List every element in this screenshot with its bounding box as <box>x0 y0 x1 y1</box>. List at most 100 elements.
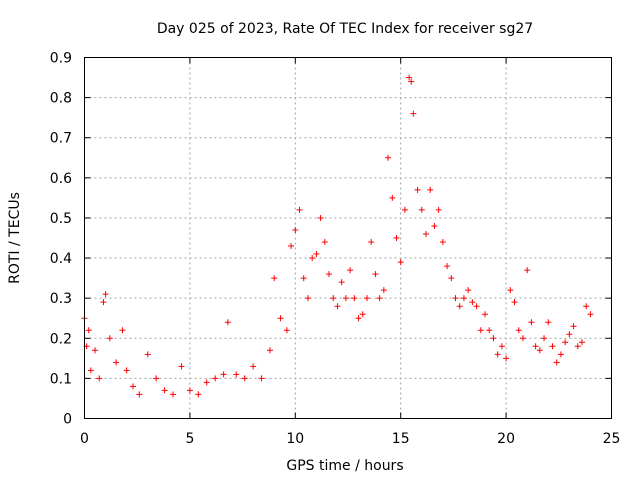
data-point <box>300 275 307 282</box>
data-point <box>326 271 333 278</box>
data-point <box>380 287 387 294</box>
data-point <box>408 78 415 85</box>
data-point <box>418 206 425 213</box>
data-point <box>448 275 455 282</box>
data-point <box>401 206 408 213</box>
data-point <box>587 311 594 318</box>
data-point <box>549 343 556 350</box>
data-point <box>100 299 107 306</box>
data-point <box>161 387 168 394</box>
data-point <box>96 375 103 382</box>
data-point <box>553 359 560 366</box>
data-point <box>195 391 202 398</box>
data-point <box>283 327 290 334</box>
data-point <box>212 375 219 382</box>
data-point <box>536 347 543 354</box>
data-point <box>456 303 463 310</box>
data-point <box>250 363 257 370</box>
axis-ticks <box>84 57 612 419</box>
data-point <box>528 319 535 326</box>
x-tick-label: 20 <box>497 431 515 447</box>
data-point <box>224 319 231 326</box>
y-tick-label: 0.3 <box>50 291 72 307</box>
data-point <box>477 327 484 334</box>
data-point <box>292 226 299 233</box>
y-tick-label: 0 <box>63 412 72 428</box>
y-axis-title: ROTI / TECUs <box>7 192 23 284</box>
data-point <box>439 239 446 246</box>
y-tick-label: 0.9 <box>50 51 72 67</box>
data-point <box>296 206 303 213</box>
data-point <box>469 299 476 306</box>
data-point <box>562 339 569 346</box>
data-point <box>486 327 493 334</box>
data-point <box>304 295 311 302</box>
x-axis-title: GPS time / hours <box>286 458 403 474</box>
data-point <box>507 287 514 294</box>
data-point <box>422 230 429 237</box>
y-tick-label: 0.6 <box>50 171 72 187</box>
x-tick-label: 25 <box>603 431 621 447</box>
data-point <box>372 271 379 278</box>
grid-lines <box>84 57 612 419</box>
data-point <box>129 383 136 390</box>
data-point <box>503 355 510 362</box>
data-point <box>321 239 328 246</box>
data-point <box>113 359 120 366</box>
y-tick-label: 0.4 <box>50 251 72 267</box>
data-point <box>233 371 240 378</box>
data-point <box>490 335 497 342</box>
data-point <box>277 315 284 322</box>
data-point <box>494 351 501 358</box>
data-point <box>498 343 505 350</box>
data-point <box>519 335 526 342</box>
data-point <box>435 206 442 213</box>
data-point <box>444 263 451 270</box>
data-point <box>393 235 400 241</box>
data-point <box>203 379 210 386</box>
y-tick-label: 0.7 <box>50 131 72 147</box>
y-tick-label: 0.2 <box>50 331 72 347</box>
y-tick-label: 0.8 <box>50 91 72 107</box>
data-point <box>92 347 99 354</box>
data-point <box>406 74 413 81</box>
data-point <box>355 315 362 322</box>
data-point <box>427 186 434 193</box>
data-point <box>557 351 564 358</box>
data-point <box>313 251 320 258</box>
data-point <box>288 243 295 250</box>
data-point <box>144 351 151 358</box>
data-point <box>541 335 548 342</box>
data-point <box>431 222 438 229</box>
chart-title: Day 025 of 2023, Rate Of TEC Index for r… <box>157 21 533 37</box>
data-point <box>482 311 489 318</box>
data-point <box>359 311 366 318</box>
x-tick-label: 0 <box>80 431 89 447</box>
data-point <box>410 110 417 117</box>
data-point <box>414 186 421 193</box>
data-point <box>385 154 392 161</box>
data-point <box>473 303 480 310</box>
data-point <box>524 267 531 274</box>
data-point <box>389 194 396 201</box>
data-point <box>578 339 585 346</box>
data-point <box>178 363 185 370</box>
data-point <box>570 323 577 330</box>
x-tick-labels: 0 5 10 15 20 25 <box>80 431 620 447</box>
data-point <box>309 255 316 262</box>
data-point <box>545 319 552 326</box>
data-point <box>583 303 590 310</box>
y-tick-label: 0.5 <box>50 211 72 227</box>
data-point <box>271 275 278 282</box>
data-point <box>136 391 143 398</box>
data-point <box>460 295 467 302</box>
data-point <box>363 295 370 302</box>
x-tick-label: 15 <box>392 431 410 447</box>
data-point <box>376 295 383 302</box>
data-point <box>153 375 160 382</box>
data-point <box>566 331 573 338</box>
data-point <box>515 327 522 334</box>
data-point <box>85 327 92 334</box>
data-point <box>397 259 404 266</box>
data-point <box>87 367 94 374</box>
